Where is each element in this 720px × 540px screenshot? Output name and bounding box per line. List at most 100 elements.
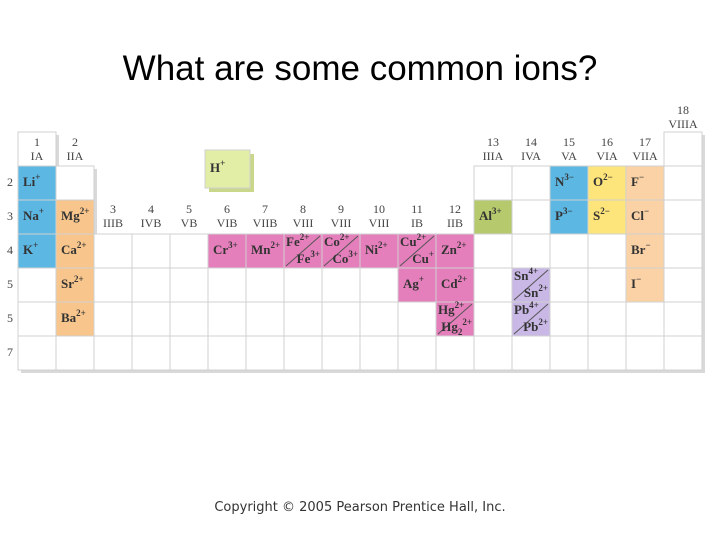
group-name: VIIIA — [668, 117, 698, 131]
ion-charge: 2− — [600, 206, 610, 216]
table-cell — [321, 301, 361, 337]
ion-label: Sn2+ — [524, 283, 548, 300]
ion-label: N3− — [555, 172, 574, 189]
ion-symbol: Hg — [441, 319, 458, 334]
table-cell — [55, 165, 95, 201]
ion-symbol: Hg — [438, 302, 455, 317]
period-number: 4 — [7, 243, 13, 257]
group-number: 3 — [110, 202, 116, 216]
ion-label: Cd2+ — [441, 274, 467, 291]
ion-cell — [207, 233, 247, 269]
table-cell — [663, 335, 703, 371]
table-cell — [55, 335, 95, 371]
group-name: VIB — [217, 216, 238, 230]
ion-charge: 3− — [564, 172, 574, 182]
ion-label: Pb2+ — [523, 317, 548, 334]
cell-divider — [437, 303, 473, 335]
table-cell — [549, 267, 589, 303]
ion-symbol: Sr — [61, 276, 74, 291]
ion-charge: 2+ — [538, 317, 548, 327]
ion-charge: 2+ — [538, 283, 548, 293]
cell-divider — [285, 235, 321, 267]
cell-divider — [323, 235, 359, 267]
table-cell — [131, 335, 171, 371]
table-cell — [207, 267, 247, 303]
table-cell — [93, 233, 133, 269]
ion-label: Zn2+ — [441, 240, 467, 257]
table-cell — [587, 267, 627, 303]
ion-symbol: I — [631, 276, 636, 291]
table-cell — [93, 301, 133, 337]
ion-label: Sn4+ — [514, 266, 538, 283]
group-number: 10 — [373, 202, 385, 216]
ion-charge: 3+ — [310, 249, 320, 259]
ion-charge: 2+ — [74, 274, 84, 284]
ion-cell — [55, 267, 95, 303]
table-cell — [473, 165, 513, 201]
group-name: VA — [561, 149, 577, 163]
ion-charge: 2+ — [457, 240, 467, 250]
ion-symbol: Pb — [514, 302, 529, 317]
ion-label: Na+ — [23, 206, 44, 223]
table-cell — [17, 131, 57, 167]
ion-symbol: N — [555, 174, 565, 189]
ion-label: P3− — [555, 206, 573, 223]
group-name: IIIA — [483, 149, 504, 163]
ion-label: Fe3+ — [297, 249, 320, 266]
ion-label: Cu+ — [412, 249, 434, 266]
group-number: 16 — [601, 135, 613, 149]
cell-divider — [513, 269, 549, 301]
ion-charge: 2+ — [455, 300, 465, 310]
table-cell — [359, 335, 399, 371]
ion-charge: 2+ — [378, 240, 388, 250]
ion-label: Pb4+ — [514, 300, 539, 317]
ion-label: F− — [631, 172, 644, 189]
table-cell — [17, 301, 57, 337]
table-cell — [587, 335, 627, 371]
ion-charge: + — [35, 172, 40, 182]
ion-symbol: Sn — [524, 285, 539, 300]
group-number: 14 — [525, 135, 537, 149]
table-cell — [207, 301, 247, 337]
ion-charge: 2+ — [77, 240, 87, 250]
ion-charge: + — [39, 206, 44, 216]
table-cell — [169, 267, 209, 303]
group-number: 7 — [262, 202, 268, 216]
ion-cell — [435, 267, 475, 303]
ion-charge: 2+ — [458, 274, 468, 284]
group-name: VB — [181, 216, 198, 230]
ion-symbol: F — [631, 174, 639, 189]
period-number: 2 — [7, 175, 13, 189]
period-number: 3 — [7, 209, 13, 223]
ion-symbol: P — [555, 208, 563, 223]
ion-charge: − — [636, 274, 641, 284]
group-name: IB — [411, 216, 423, 230]
table-cell — [549, 301, 589, 337]
ion-symbol: Cu — [400, 234, 417, 249]
ion-charge: 2+ — [462, 317, 472, 327]
ion-label: Co3+ — [332, 249, 358, 266]
ion-label: Fe2+ — [286, 232, 309, 249]
group-name: VIIA — [632, 149, 658, 163]
ion-label: Br− — [631, 240, 651, 257]
table-cell — [435, 335, 475, 371]
ion-symbol: K — [23, 242, 34, 257]
group-number: 12 — [449, 202, 461, 216]
table-cell — [283, 301, 323, 337]
table-cell — [93, 267, 133, 303]
cell-divider — [513, 303, 549, 335]
ion-cell — [625, 165, 665, 201]
ion-charge: 3+ — [228, 240, 238, 250]
ion-label: Cr3+ — [213, 240, 238, 257]
table-cell — [359, 267, 399, 303]
table-cell — [245, 301, 285, 337]
ion-symbol: Fe — [297, 251, 311, 266]
ion-label: O2− — [593, 172, 613, 189]
period-number: 7 — [7, 345, 13, 359]
ion-label: Ni2+ — [365, 240, 388, 257]
table-cell — [17, 335, 57, 371]
ion-cell — [587, 165, 627, 201]
group-number: 6 — [224, 202, 230, 216]
ion-cell — [435, 233, 475, 269]
table-cell — [663, 233, 703, 269]
